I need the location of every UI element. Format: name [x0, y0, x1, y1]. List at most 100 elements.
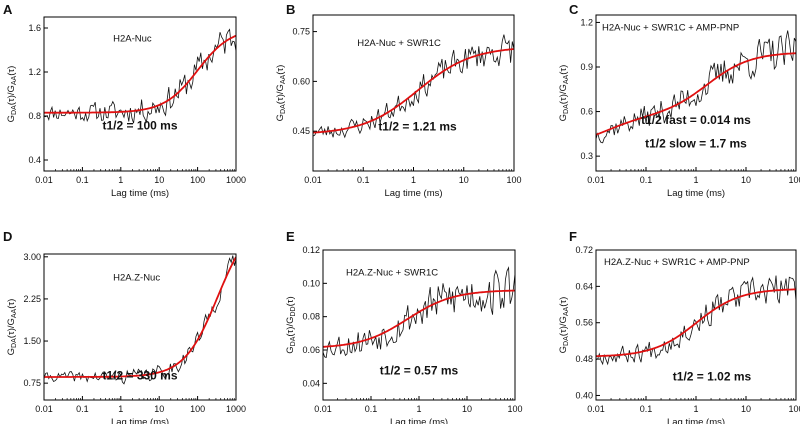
- y-tick-label: 3.00: [23, 252, 41, 262]
- x-tick-label: 0.1: [365, 404, 378, 414]
- x-tick-label: 0.01: [35, 175, 53, 185]
- y-tick-label: 0.72: [575, 245, 593, 255]
- panel-d: D 0.01 0.1 1 10 100 1000 0.75 1.50 2.25 3.00 Lag ti…: [3, 229, 246, 424]
- x-tick-label: 10: [154, 175, 164, 185]
- y-axis-label: GDA(τ)/GAA(τ): [6, 66, 18, 123]
- panel-letter: C: [569, 2, 579, 17]
- y-tick-label: 0.6: [580, 107, 593, 117]
- fit-curve: [596, 52, 796, 136]
- y-axis-label: GDA(τ)/GAA(τ): [558, 297, 570, 354]
- plot-frame: [43, 253, 237, 401]
- panel-letter: F: [569, 229, 577, 244]
- result-label: t1/2 = 1.21 ms: [378, 119, 457, 133]
- y-tick-label: 0.06: [302, 345, 320, 355]
- result-label-2: t1/2 slow = 1.7 ms: [645, 137, 747, 151]
- panel-letter: A: [3, 2, 13, 17]
- x-tick-label: 0.01: [587, 175, 605, 185]
- panel-title: H2A.Z-Nuc + SWR1C: [346, 268, 438, 279]
- y-tick-label: 0.04: [302, 378, 320, 388]
- x-tick-label: 1: [416, 404, 421, 414]
- x-tick-label: 0.1: [76, 404, 89, 414]
- y-tick-label: 0.3: [580, 151, 593, 161]
- fit-curve: [44, 34, 236, 114]
- result-label: t1/2 fast = 0.014 ms: [641, 113, 751, 127]
- x-tick-label: 10: [741, 175, 751, 185]
- x-tick-label: 1: [693, 404, 698, 414]
- y-tick-label: 0.12: [302, 245, 320, 255]
- y-tick-label: 0.64: [575, 281, 593, 291]
- y-tick-label: 0.56: [575, 318, 593, 328]
- y-tick-label: 0.40: [575, 390, 593, 400]
- x-tick-label: 1000: [226, 404, 246, 414]
- y-axis-label: GDA(τ)/GAA(τ): [275, 65, 287, 122]
- x-tick-label: 1000: [226, 175, 246, 185]
- y-tick-label: 0.8: [28, 111, 41, 121]
- y-tick-label: 0.08: [302, 312, 320, 322]
- x-tick-label: 0.1: [357, 175, 370, 185]
- x-tick-label: 100: [506, 175, 521, 185]
- y-tick-label: 1.2: [580, 17, 593, 27]
- y-tick-label: 0.9: [580, 62, 593, 72]
- data-trace: [313, 34, 514, 139]
- x-tick-label: 100: [788, 404, 800, 414]
- y-axis-label: GDA(τ)/GAA(τ): [6, 299, 18, 356]
- data-trace: [44, 255, 236, 385]
- result-label: t1/2 = 330 ms: [102, 369, 177, 383]
- x-tick-label: 0.01: [587, 404, 605, 414]
- y-tick-label: 1.2: [28, 67, 41, 77]
- panel-a: A 0.01 0.1 1 10 100 1000 0.4 0.8 1.2 1.6 Lag time (…: [3, 2, 246, 199]
- panel-title: H2A-Nuc + SWR1C + AMP-PNP: [602, 23, 739, 34]
- x-tick-label: 1: [118, 175, 123, 185]
- panel-e: E 0.01 0.1 1 10 100 0.04 0.06 0.08 0.10 0.12 Lag ti…: [285, 229, 523, 424]
- panel-letter: D: [3, 229, 12, 244]
- x-tick-label: 100: [788, 175, 800, 185]
- panel-title: H2A-Nuc + SWR1C: [357, 38, 441, 49]
- y-tick-label: 1.6: [28, 23, 41, 33]
- panel-letter: E: [286, 229, 295, 244]
- panel-letter: B: [286, 2, 295, 17]
- x-axis-label: Lag time (ms): [111, 417, 169, 424]
- x-axis-label: Lag time (ms): [384, 188, 442, 199]
- y-tick-label: 1.50: [23, 336, 41, 346]
- plot-frame: [43, 16, 237, 172]
- x-tick-label: 1: [118, 404, 123, 414]
- x-tick-label: 100: [190, 175, 205, 185]
- result-label: t1/2 = 100 ms: [102, 118, 177, 132]
- panel-c: C 0.01 0.1 1 10 100 0.3 0.6 0.9 1.2 Lag time (ms) G…: [558, 2, 800, 199]
- fit-curve: [323, 289, 515, 348]
- fit-curve: [596, 288, 796, 358]
- data-trace: [44, 28, 236, 124]
- x-tick-label: 0.01: [35, 404, 53, 414]
- fit-curve: [44, 256, 236, 378]
- x-tick-label: 100: [190, 404, 205, 414]
- x-tick-label: 10: [462, 404, 472, 414]
- y-tick-label: 0.10: [302, 278, 320, 288]
- x-tick-label: 0.1: [640, 175, 653, 185]
- x-tick-label: 0.01: [314, 404, 332, 414]
- result-label: t1/2 = 1.02 ms: [673, 370, 752, 384]
- x-tick-label: 1: [411, 175, 416, 185]
- y-tick-label: 0.75: [23, 378, 41, 388]
- y-tick-label: 0.75: [292, 27, 310, 37]
- panel-b: B 0.01 0.1 1 10 100 0.45 0.60 0.75 Lag time (ms) G…: [275, 2, 522, 199]
- x-axis-label: Lag time (ms): [111, 188, 169, 199]
- y-tick-label: 2.25: [23, 294, 41, 304]
- x-tick-label: 10: [459, 175, 469, 185]
- fit-curve: [313, 48, 514, 134]
- x-tick-label: 0.01: [304, 175, 322, 185]
- panel-title: H2A.Z-Nuc: [113, 272, 160, 283]
- x-tick-label: 0.1: [76, 175, 89, 185]
- y-axis-label: GDA(τ)/GAA(τ): [558, 65, 570, 122]
- y-tick-label: 0.4: [28, 155, 41, 165]
- x-tick-label: 100: [507, 404, 522, 414]
- panel-title: H2A-Nuc: [113, 34, 152, 45]
- y-tick-label: 0.45: [292, 126, 310, 136]
- panel-f: F 0.01 0.1 1 10 100 0.40 0.48 0.56 0.64 0.72 Lag ti…: [558, 229, 800, 424]
- x-axis-label: Lag time (ms): [667, 417, 725, 424]
- x-axis-label: Lag time (ms): [667, 188, 725, 199]
- x-tick-label: 1: [693, 175, 698, 185]
- x-tick-label: 10: [741, 404, 751, 414]
- x-tick-label: 10: [154, 404, 164, 414]
- y-tick-label: 0.48: [575, 354, 593, 364]
- data-trace: [596, 275, 796, 366]
